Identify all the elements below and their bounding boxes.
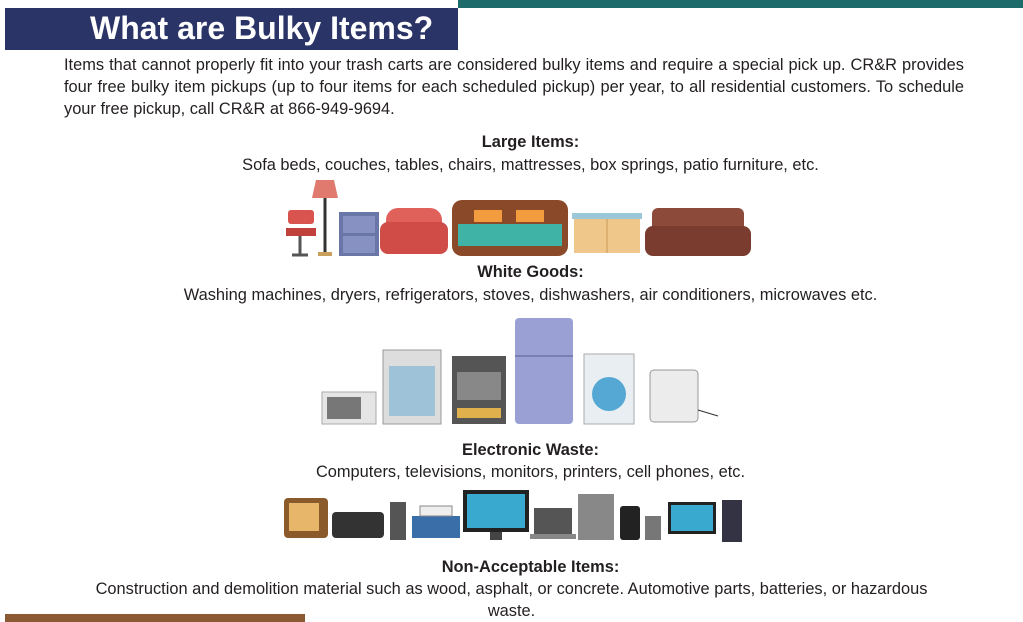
- section-heading: White Goods:: [477, 263, 584, 281]
- oven-icon: [452, 356, 506, 424]
- title: What are Bulky Items?: [90, 10, 434, 46]
- microwave-icon: [321, 391, 377, 425]
- armchair-icon: [380, 208, 448, 254]
- section-text: Computers, televisions, monitors, printe…: [315, 463, 746, 481]
- camcorder-icon: [332, 512, 384, 538]
- washer-icon: [583, 353, 635, 425]
- lamp-icon: [312, 180, 338, 256]
- section-text: Construction and demolition material suc…: [95, 580, 928, 620]
- bottom-bar: [5, 614, 305, 622]
- monitor-icon: [463, 490, 529, 540]
- dishwasher-icon: [382, 349, 442, 425]
- heater-icon: [649, 369, 719, 423]
- printer-icon: [412, 505, 460, 538]
- section-heading: Electronic Waste:: [462, 441, 599, 459]
- sofa-icon: [645, 208, 751, 256]
- chair-icon: [286, 210, 316, 257]
- fridge-icon: [515, 318, 573, 424]
- section-heading: Large Items:: [481, 133, 580, 151]
- section-text: Sofa beds, couches, tables, chairs, matt…: [242, 156, 819, 174]
- mobile-icon: [645, 516, 661, 540]
- top-bar: [458, 0, 1023, 8]
- tv-icon: [284, 498, 328, 538]
- intro: Items that cannot properly fit into your…: [64, 56, 964, 118]
- cellphone-icon: [620, 506, 640, 540]
- desktop-icon: [668, 500, 742, 542]
- bed-icon: [452, 200, 568, 256]
- section-text: Washing machines, dryers, refrigerators,…: [183, 286, 878, 304]
- laptop-icon: [530, 508, 576, 539]
- drawers-icon: [339, 212, 379, 256]
- dresser-icon: [572, 213, 642, 253]
- title-box: [5, 8, 458, 50]
- phone-icon: [390, 502, 406, 540]
- section-heading: Non-Acceptable Items:: [441, 558, 620, 576]
- cordless-phone-icon: [578, 494, 614, 540]
